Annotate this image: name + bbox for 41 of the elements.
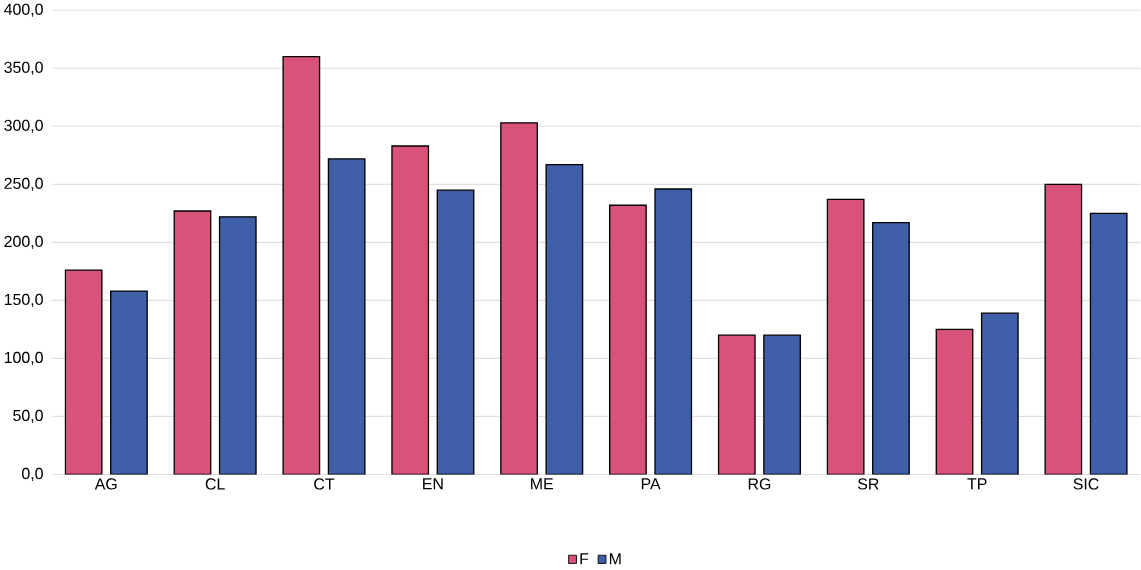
bar bbox=[437, 189, 474, 475]
bar bbox=[872, 222, 910, 475]
bar bbox=[827, 199, 864, 475]
x-tick-label: AG bbox=[94, 478, 117, 490]
bar bbox=[174, 210, 211, 475]
bar bbox=[391, 145, 429, 475]
x-tick-label: SR bbox=[857, 478, 879, 490]
y-tick-label: 250,0 bbox=[4, 177, 43, 191]
bar bbox=[609, 205, 647, 475]
bar bbox=[1044, 183, 1083, 475]
x-tick-label: CL bbox=[205, 478, 225, 490]
bar bbox=[328, 158, 365, 475]
y-tick-label: 0,0 bbox=[22, 467, 43, 481]
bar bbox=[500, 122, 538, 475]
x-tick-label: RG bbox=[748, 478, 771, 490]
bar bbox=[283, 56, 320, 475]
bar bbox=[936, 329, 973, 475]
y-tick-label: 200,0 bbox=[4, 235, 43, 249]
bar bbox=[65, 270, 102, 475]
x-tick-label: EN bbox=[423, 478, 443, 490]
bar bbox=[655, 188, 692, 475]
x-tick-label: ME bbox=[531, 478, 553, 490]
bar bbox=[981, 312, 1019, 475]
bar bbox=[763, 335, 801, 475]
x-tick-label: CT bbox=[314, 478, 335, 490]
bar bbox=[546, 164, 583, 475]
y-tick-label: 400,0 bbox=[4, 3, 43, 17]
legend-label: F bbox=[580, 553, 589, 565]
x-tick-label: SIC bbox=[1073, 478, 1099, 490]
y-tick-label: 300,0 bbox=[4, 119, 43, 133]
bar bbox=[718, 335, 756, 475]
bar bbox=[110, 290, 148, 475]
y-tick-label: 50,0 bbox=[13, 409, 43, 423]
y-tick-label: 350,0 bbox=[4, 61, 43, 75]
x-tick-label: TP bbox=[967, 478, 987, 490]
legend-label: M bbox=[609, 553, 621, 565]
x-tick-label: PA bbox=[641, 478, 661, 490]
y-tick-label: 150,0 bbox=[4, 293, 43, 307]
y-tick-label: 100,0 bbox=[4, 351, 43, 365]
bar bbox=[219, 216, 257, 475]
bar bbox=[1089, 212, 1128, 475]
